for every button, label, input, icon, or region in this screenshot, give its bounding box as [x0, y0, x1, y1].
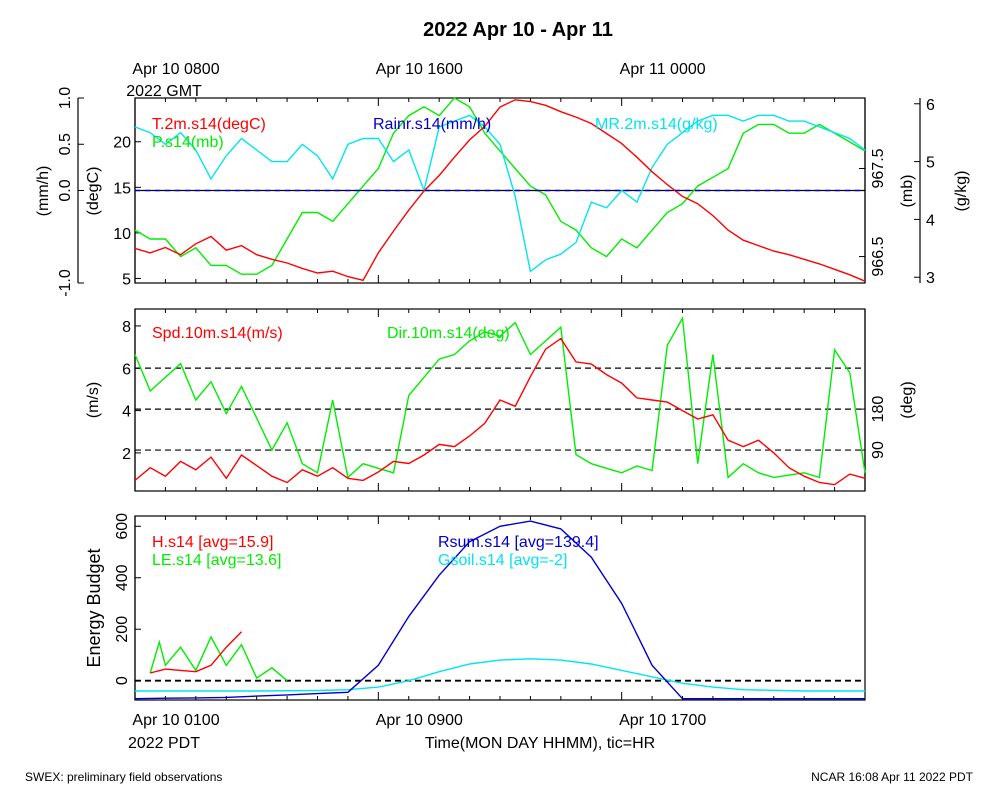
- panel1-legend-t: T.2m.s14(degC): [152, 116, 266, 133]
- panel1-gkg-axis-tick-label: 6: [926, 97, 935, 114]
- panel3-energy-axis-tick-label: 200: [114, 616, 131, 643]
- panel1-degc-axis-tick-label: 10: [113, 226, 131, 243]
- panel1-mb-axis-tick-label: 966.5: [870, 236, 887, 276]
- panel1-gkg-axis-tick-label: 3: [926, 270, 935, 287]
- panel1-mmh-axis-tick-label: 1.0: [57, 87, 74, 109]
- top-time-label-0: Apr 10 0800: [132, 61, 219, 78]
- panel2-deg-label: (deg): [899, 381, 916, 418]
- panel2-deg-axis-tick-label: 180: [870, 396, 887, 423]
- panel1-legend-mr: MR.2m.s14(g/kg): [595, 116, 718, 133]
- panel1-series-mr: [134, 114, 866, 273]
- panel1-mb-label: (mb): [899, 175, 916, 208]
- panel3-energy-axis-tick-label: 0: [114, 676, 131, 685]
- panel1-legend-rainr: Rainr.s14(mm/h): [373, 116, 491, 133]
- panel3-legend-h: H.s14 [avg=15.9]: [152, 534, 273, 551]
- panel1-mb-axis-tick-label: 967.5: [870, 148, 887, 188]
- bottom-time-label-0: Apr 10 0100: [132, 712, 219, 729]
- panel2-ms-axis-tick-label: 4: [122, 404, 131, 421]
- panel2-deg-axis-tick-label: 90: [870, 441, 887, 459]
- top-time-label-2: Apr 11 0000: [620, 61, 706, 78]
- panel1-gkg-axis-tick-label: 4: [926, 212, 935, 229]
- panel2-legend-spd: Spd.10m.s14(m/s): [152, 325, 283, 342]
- panel1-mmh-axis-tick-label: -1.0: [57, 269, 74, 297]
- top-time-label-0-line2: 2022 GMT: [126, 83, 202, 100]
- chart-title: 2022 Apr 10 - Apr 11: [423, 19, 613, 41]
- panel3-series-rsum: [134, 520, 865, 700]
- panel1-mmh-axis-tick-label: 0.0: [57, 179, 74, 201]
- panel2-series-spd: [134, 337, 866, 486]
- panel1-degc-axis-tick-label: 20: [113, 135, 131, 152]
- bottom-time-label-2: Apr 10 1700: [619, 712, 706, 729]
- panel2-ms-axis-tick-label: 8: [122, 319, 131, 336]
- panel2-legend-dir: Dir.10m.s14(deg): [387, 325, 510, 342]
- panel1-mmh-axis-tick-label: 0.5: [57, 133, 74, 155]
- bottom-time-label-0-line2: 2022 PDT: [128, 735, 200, 752]
- panel2-series-dir: [134, 315, 866, 479]
- panel3-energy-axis-tick-label: 600: [114, 513, 131, 540]
- panel3-energy-axis-tick-label: 400: [114, 564, 131, 591]
- panel1-degc-axis-tick-label: 15: [113, 180, 131, 197]
- panel3-series-gsoil: [135, 658, 865, 692]
- panel3-series-h: [150, 631, 242, 674]
- footer-left: SWEX: preliminary field observations: [25, 770, 222, 784]
- bottom-time-label-1: Apr 10 0900: [376, 712, 463, 729]
- panel3-legend-rsum: Rsum.s14 [avg=139.4]: [438, 534, 599, 551]
- panel2-ms-axis-tick-label: 6: [122, 361, 131, 378]
- panel1-gkg-axis-tick-label: 5: [926, 155, 935, 172]
- panel1-mmh-label: (mm/h): [35, 166, 52, 217]
- panel1-series-p: [134, 97, 866, 275]
- panel1-series-t: [134, 99, 866, 282]
- panel1-degc-axis-tick-label: 5: [122, 271, 131, 288]
- panel1-gkg-label: (g/kg): [953, 171, 970, 212]
- panel3-legend-le: LE.s14 [avg=13.6]: [152, 552, 281, 569]
- panel3-series-le: [149, 635, 288, 682]
- panel2-ms-axis-tick-label: 2: [122, 446, 131, 463]
- panel3-energy-label: Energy Budget: [84, 548, 104, 667]
- panel2-ms-label: (m/s): [85, 382, 102, 418]
- top-time-label-1: Apr 10 1600: [376, 61, 463, 78]
- panel1-legend-p: P.s14(mb): [152, 134, 224, 151]
- x-axis-label: Time(MON DAY HHMM), tic=HR: [425, 735, 655, 752]
- panel3-legend-gsoil: Gsoil.s14 [avg=-2]: [438, 552, 567, 569]
- panel1-degc-label: (degC): [85, 167, 102, 216]
- footer-right: NCAR 16:08 Apr 11 2022 PDT: [811, 770, 974, 784]
